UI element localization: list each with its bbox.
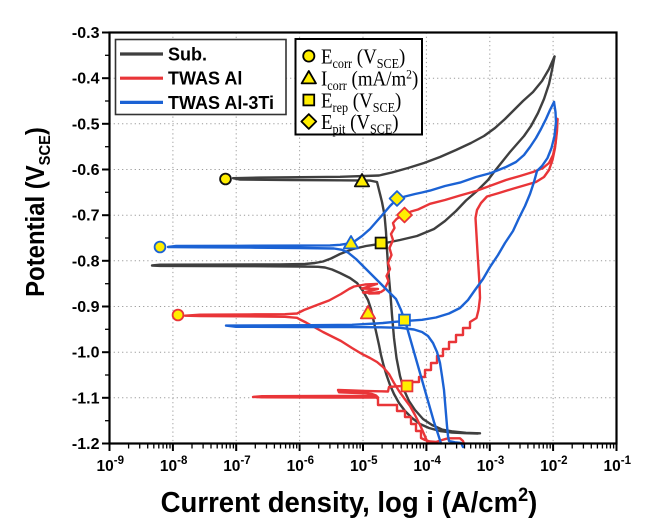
svg-text:-1.0: -1.0 (72, 345, 100, 362)
svg-text:-0.9: -0.9 (72, 299, 100, 316)
svg-text:TWAS Al: TWAS Al (168, 69, 242, 89)
svg-text:Icorr (mA/m2): Icorr (mA/m2) (321, 67, 418, 93)
svg-text:-0.7: -0.7 (72, 208, 100, 225)
svg-text:-0.4: -0.4 (72, 71, 100, 88)
svg-text:Sub.: Sub. (168, 45, 207, 65)
svg-text:Current density, log i (A/cm2): Current density, log i (A/cm2) (161, 484, 538, 519)
svg-text:-1.2: -1.2 (72, 436, 100, 453)
svg-text:-1.1: -1.1 (72, 390, 100, 407)
svg-text:TWAS Al-3Ti: TWAS Al-3Ti (168, 93, 274, 113)
svg-text:Ecorr (VSCE): Ecorr (VSCE) (321, 46, 405, 72)
svg-text:-0.3: -0.3 (72, 25, 100, 42)
svg-text:-0.5: -0.5 (72, 116, 100, 133)
svg-text:-0.8: -0.8 (72, 253, 100, 270)
svg-text:-0.6: -0.6 (72, 162, 100, 179)
